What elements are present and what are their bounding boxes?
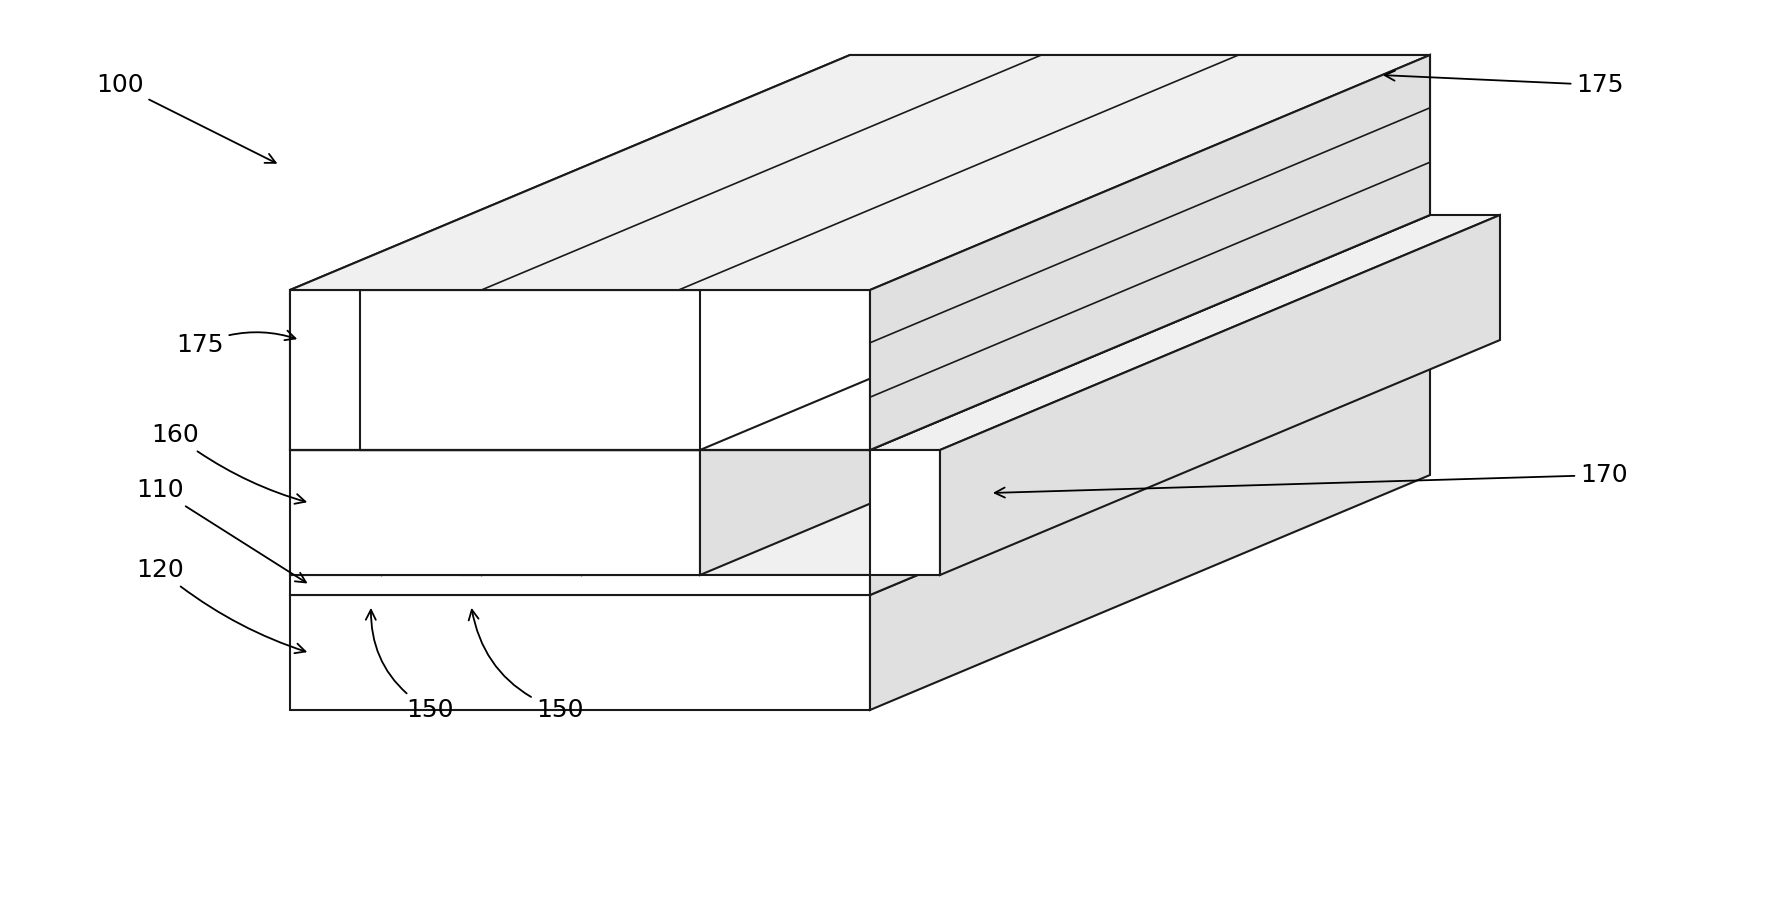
Text: 150: 150 xyxy=(468,610,584,722)
Polygon shape xyxy=(870,55,1429,450)
Polygon shape xyxy=(940,215,1501,575)
Polygon shape xyxy=(290,450,700,575)
Text: 160: 160 xyxy=(151,423,306,504)
Polygon shape xyxy=(870,360,1429,710)
Polygon shape xyxy=(290,340,1429,575)
Polygon shape xyxy=(290,55,1429,290)
Polygon shape xyxy=(700,215,1260,575)
Polygon shape xyxy=(870,55,1429,450)
Polygon shape xyxy=(870,340,1429,595)
Polygon shape xyxy=(290,575,870,595)
Polygon shape xyxy=(561,451,605,460)
Polygon shape xyxy=(290,595,870,710)
Polygon shape xyxy=(360,460,383,575)
Polygon shape xyxy=(290,215,1260,450)
Polygon shape xyxy=(360,367,895,450)
Polygon shape xyxy=(870,450,940,575)
Text: 110: 110 xyxy=(137,478,306,583)
Polygon shape xyxy=(459,460,482,575)
Text: 175: 175 xyxy=(1385,71,1623,97)
Polygon shape xyxy=(290,360,1429,595)
Polygon shape xyxy=(360,367,895,450)
Text: 175: 175 xyxy=(176,330,295,357)
Polygon shape xyxy=(290,290,360,450)
Polygon shape xyxy=(870,215,1501,450)
Polygon shape xyxy=(290,55,1429,290)
Polygon shape xyxy=(582,451,605,575)
Polygon shape xyxy=(700,290,870,450)
Polygon shape xyxy=(290,290,870,450)
Polygon shape xyxy=(482,451,504,575)
Polygon shape xyxy=(459,451,504,460)
Polygon shape xyxy=(360,451,404,460)
Text: 170: 170 xyxy=(995,463,1627,498)
Text: 100: 100 xyxy=(96,73,276,163)
Text: 150: 150 xyxy=(367,610,454,722)
Polygon shape xyxy=(360,367,555,450)
Polygon shape xyxy=(700,367,895,450)
Text: 120: 120 xyxy=(135,558,306,653)
Polygon shape xyxy=(383,451,404,575)
Polygon shape xyxy=(561,460,582,575)
